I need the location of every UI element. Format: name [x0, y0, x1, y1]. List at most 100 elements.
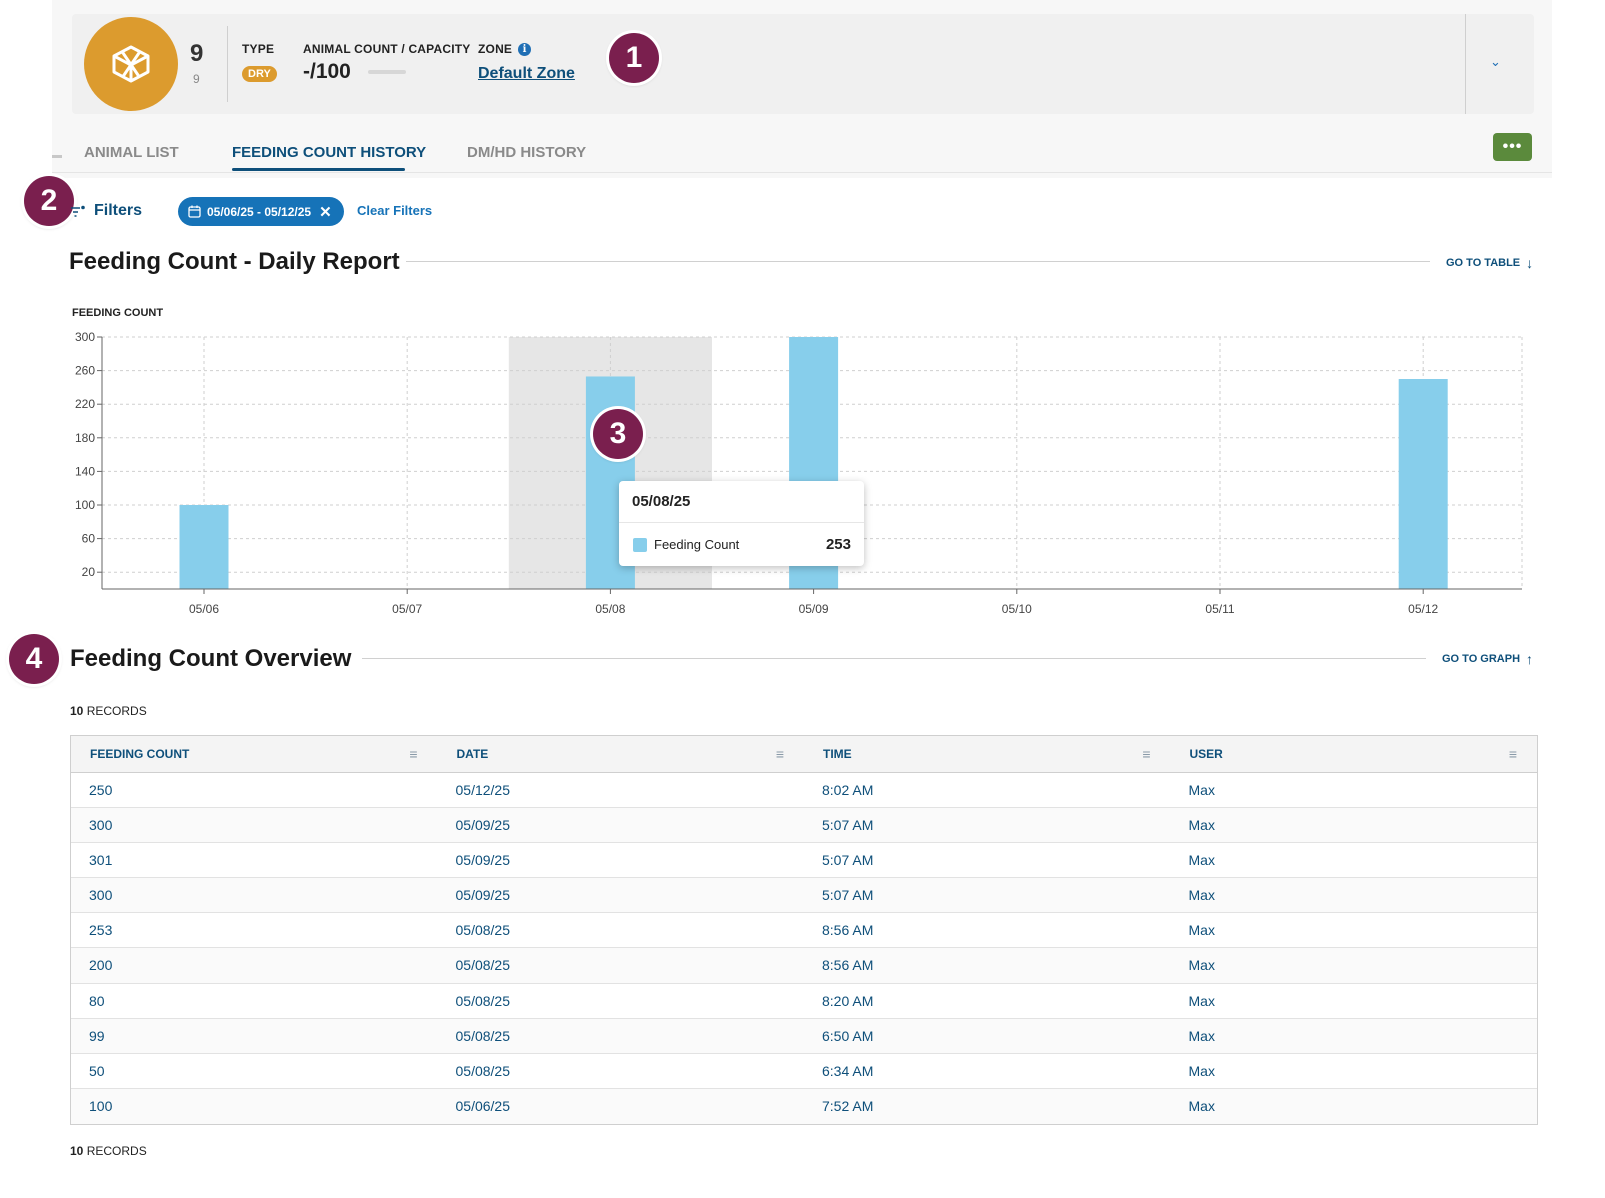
bar — [179, 505, 229, 589]
column-menu-icon[interactable]: ≡ — [1508, 746, 1517, 762]
y-tick-label: 260 — [75, 364, 95, 378]
table-cell: 05/08/25 — [455, 1027, 511, 1044]
column-header[interactable]: TIME ≡ — [804, 736, 1171, 772]
table-cell: 05/08/25 — [455, 957, 511, 974]
column-menu-icon[interactable]: ≡ — [1142, 746, 1151, 762]
chevron-down-icon[interactable]: ⌄ — [1490, 54, 1501, 69]
column-menu-icon[interactable]: ≡ — [775, 746, 784, 762]
table-cell: Max — [1188, 1062, 1215, 1079]
table-cell: 05/12/25 — [455, 782, 511, 798]
table-cell: 80 — [89, 992, 105, 1009]
tab-feeding-count-history[interactable]: FEEDING COUNT HISTORY — [232, 144, 427, 161]
tabs-divider — [52, 172, 1552, 173]
table-cell: 7:52 AM — [822, 1097, 874, 1114]
table-cell: 5:07 AM — [822, 817, 874, 834]
divider — [1465, 14, 1466, 114]
y-axis-title: FEEDING COUNT — [72, 307, 164, 319]
table-cell: 05/09/25 — [455, 852, 511, 869]
filters-label: Filters — [94, 202, 143, 219]
table-row[interactable]: 99 05/08/25 6:50 AM Max — [71, 1018, 1537, 1054]
arrow-up-icon: ↑ — [1526, 651, 1534, 667]
table-row[interactable]: 300 05/09/25 5:07 AM Max — [71, 808, 1537, 844]
table-row[interactable]: 300 05/09/25 5:07 AM Max — [71, 878, 1537, 914]
records-number: 10 — [70, 1144, 84, 1158]
filter-icon — [71, 205, 85, 217]
daily-report-title: Feeding Count - Daily Report — [69, 248, 400, 275]
tab-scroll-indicator — [52, 155, 62, 158]
records-count-top: 10 RECORDS — [70, 704, 147, 718]
table-cell: Max — [1188, 957, 1215, 974]
table-cell: 100 — [89, 1097, 113, 1114]
table-cell: 05/09/25 — [455, 887, 511, 904]
column-header[interactable]: DATE ≡ — [438, 736, 805, 772]
table-cell: 301 — [89, 852, 113, 869]
table-cell: 5:07 AM — [822, 852, 874, 869]
go-to-table-label: GO TO TABLE — [1446, 257, 1521, 269]
records-label: RECORDS — [86, 1144, 147, 1158]
column-menu-icon[interactable]: ≡ — [409, 746, 418, 762]
step-marker-3: 3 — [593, 409, 643, 459]
table-row[interactable]: 100 05/06/25 7:52 AM Max — [71, 1088, 1537, 1124]
x-tick-label: 05/06 — [189, 602, 219, 616]
x-tick-label: 05/08 — [595, 602, 625, 616]
divider — [227, 26, 228, 102]
table-cell: 250 — [89, 782, 113, 798]
records-count-bottom: 10 RECORDS — [70, 1144, 147, 1158]
table-cell: 8:56 AM — [822, 957, 874, 974]
table-cell: 50 — [89, 1062, 105, 1079]
table-cell: Max — [1188, 782, 1215, 798]
zone-label: ZONE — [478, 42, 513, 56]
table-cell: 05/08/25 — [455, 992, 511, 1009]
y-tick-label: 300 — [75, 330, 95, 344]
filters-button[interactable]: Filters — [70, 202, 142, 220]
go-to-table-link[interactable]: GO TO TABLE ↓ — [1446, 255, 1533, 271]
tab-dm-hd-history[interactable]: DM/HD HISTORY — [467, 144, 587, 161]
capacity-progress-bar — [368, 70, 406, 74]
close-icon[interactable]: ✕ — [319, 203, 332, 221]
tooltip-series-swatch — [633, 538, 647, 552]
tab-animal-list[interactable]: ANIMAL LIST — [84, 144, 179, 161]
feeding-count-chart: 20 60 100 140 180 220 260 300 05/06 05/07 05/08 05/… — [75, 330, 1523, 616]
table-cell: Max — [1188, 1027, 1215, 1044]
table-header: FEEDING COUNT ≡ DATE ≡ TIME ≡ USER ≡ — [71, 736, 1537, 773]
table-row[interactable]: 253 05/08/25 8:56 AM Max — [71, 913, 1537, 949]
table-row[interactable]: 250 05/12/25 8:02 AM Max — [71, 773, 1537, 809]
records-number: 10 — [70, 704, 84, 718]
pen-number: 9 — [190, 40, 204, 67]
info-icon[interactable]: i — [518, 42, 532, 56]
table-row[interactable]: 80 05/08/25 8:20 AM Max — [71, 984, 1537, 1019]
table-cell: 05/08/25 — [455, 1062, 511, 1079]
more-options-button[interactable]: ••• — [1493, 133, 1532, 161]
x-tick-label: 05/10 — [1002, 602, 1032, 616]
table-cell: 200 — [89, 957, 113, 974]
go-to-graph-link[interactable]: GO TO GRAPH ↑ — [1442, 651, 1533, 667]
table-cell: 300 — [89, 817, 113, 834]
pen-avatar — [84, 17, 178, 111]
table-row[interactable]: 200 05/08/25 8:56 AM Max — [71, 948, 1537, 984]
tooltip-series-name: Feeding Count — [654, 537, 740, 552]
arrow-down-icon: ↓ — [1526, 255, 1534, 271]
pen-header-card: 9 9 TYPE DRY ANIMAL COUNT / CAPACITY -/1… — [72, 14, 1534, 114]
table-row[interactable]: 301 05/09/25 5:07 AM Max — [71, 843, 1537, 879]
date-filter-chip[interactable]: 05/06/25 - 05/12/25 ✕ — [178, 197, 344, 226]
column-header[interactable]: USER ≡ — [1171, 736, 1538, 772]
x-tick-label: 05/07 — [392, 602, 422, 616]
y-tick-label: 140 — [75, 464, 95, 478]
table-cell: 8:56 AM — [822, 922, 874, 939]
date-filter-label: 05/06/25 - 05/12/25 — [207, 204, 312, 219]
pen-icon — [112, 45, 150, 83]
column-header-label: DATE — [456, 747, 489, 761]
table-cell: Max — [1188, 922, 1215, 939]
table-cell: Max — [1188, 1097, 1215, 1114]
table-cell: 300 — [89, 887, 113, 904]
table-cell: Max — [1188, 817, 1215, 834]
clear-filters-link[interactable]: Clear Filters — [357, 203, 433, 218]
table-cell: Max — [1188, 887, 1215, 904]
column-header-label: TIME — [823, 747, 852, 761]
tooltip-date: 05/08/25 — [632, 493, 691, 510]
table-row[interactable]: 50 05/08/25 6:34 AM Max — [71, 1054, 1537, 1089]
table-cell: 05/08/25 — [455, 922, 511, 939]
zone-link[interactable]: Default Zone — [478, 65, 575, 82]
column-header[interactable]: FEEDING COUNT ≡ — [71, 736, 438, 772]
calendar-icon — [188, 205, 201, 218]
